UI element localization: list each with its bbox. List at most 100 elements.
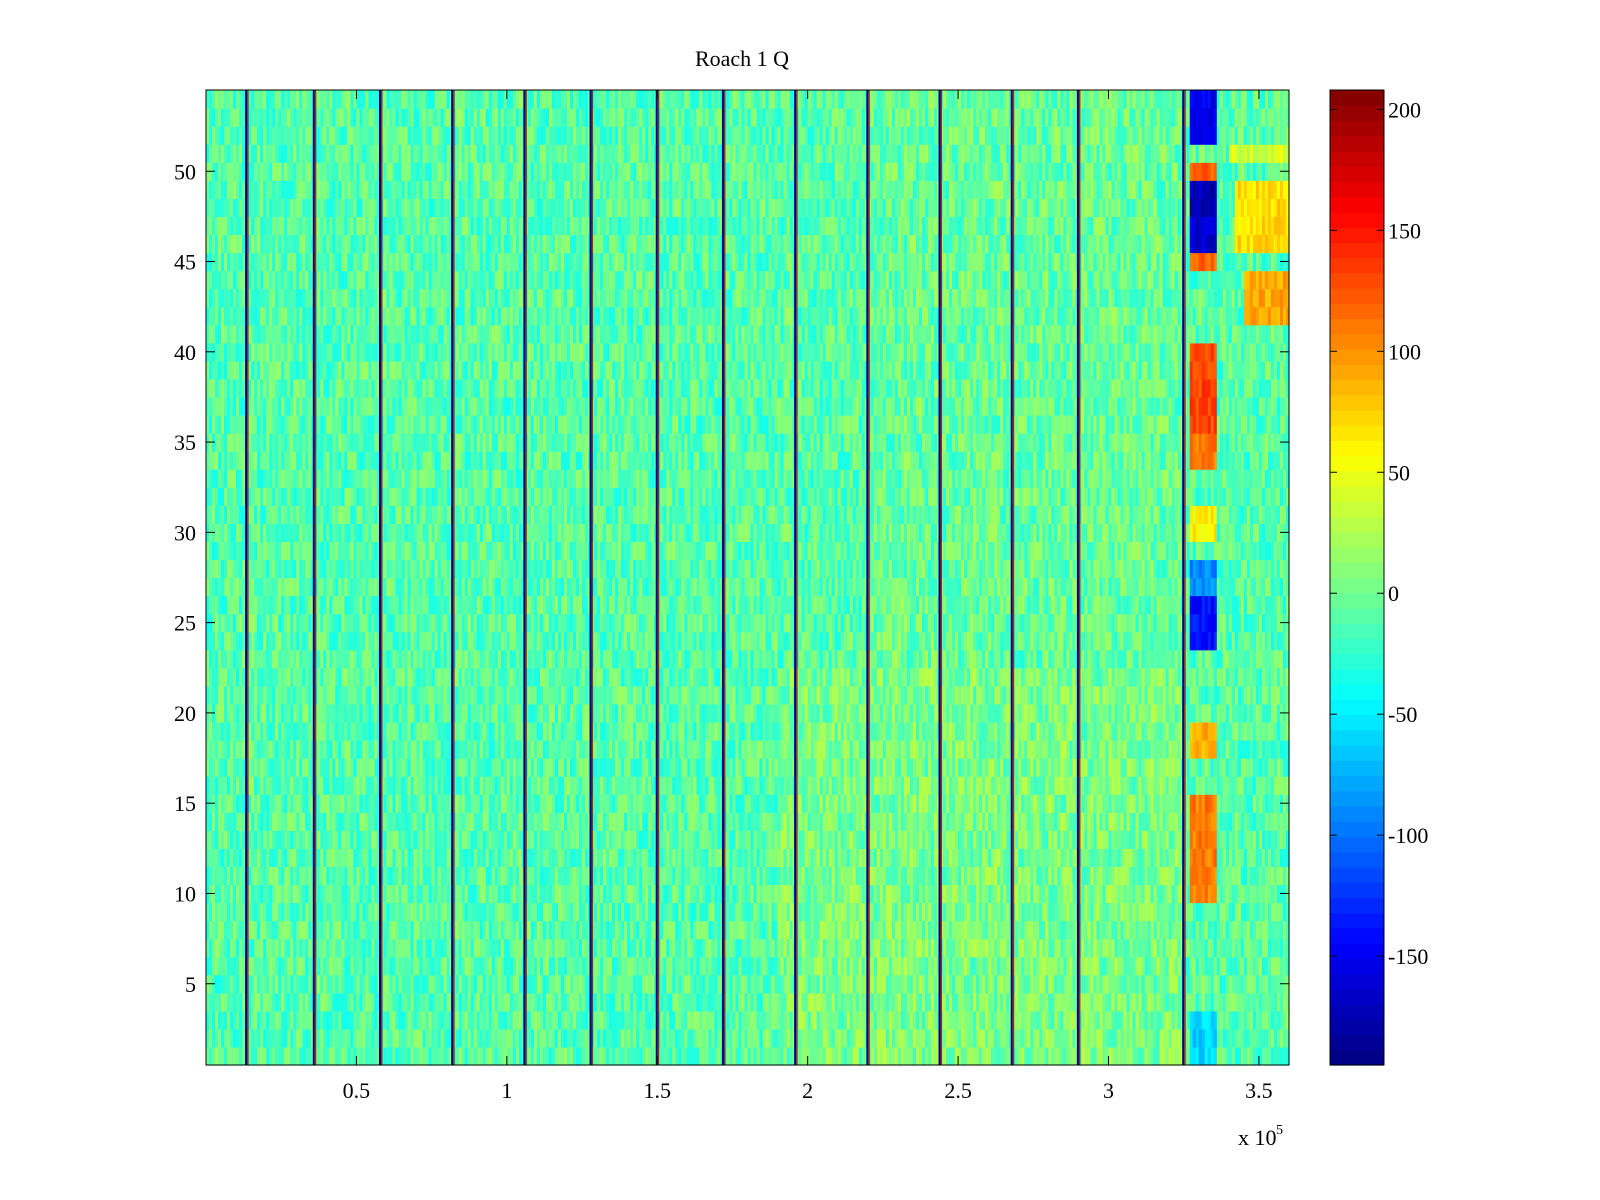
heatmap-cell xyxy=(660,956,664,976)
heatmap-cell xyxy=(1030,974,1034,994)
heatmap-cell xyxy=(530,1010,535,1030)
heatmap-cell xyxy=(693,1046,697,1066)
heatmap-cell xyxy=(642,956,646,976)
heatmap-cell xyxy=(711,956,716,976)
heatmap-cell xyxy=(299,1046,303,1066)
heatmap-cell xyxy=(227,1046,231,1066)
heatmap-cell xyxy=(551,974,556,994)
heatmap-cell xyxy=(964,1028,968,1048)
heatmap-cell xyxy=(1216,1010,1221,1030)
heatmap-cell xyxy=(383,956,388,976)
heatmap-cell xyxy=(518,974,523,994)
heatmap-cell xyxy=(825,1046,830,1066)
heatmap-cell xyxy=(425,1046,430,1066)
heatmap-cell xyxy=(747,992,752,1012)
heatmap-cell xyxy=(296,956,300,976)
heatmap-cell xyxy=(955,1028,959,1048)
heatmap-cell xyxy=(888,1010,893,1030)
heatmap-cell xyxy=(621,1010,625,1030)
heatmap-cell xyxy=(419,1028,424,1048)
heatmap-cell xyxy=(416,956,421,976)
heatmap-cell xyxy=(1255,992,1260,1012)
heatmap-cell xyxy=(518,938,523,958)
heatmap-cell xyxy=(961,992,965,1012)
heatmap-cell xyxy=(774,992,779,1012)
heatmap-cell xyxy=(236,1010,240,1030)
heatmap-cell xyxy=(359,974,364,994)
heatmap-cell xyxy=(843,1028,848,1048)
heatmap-cell xyxy=(1000,974,1004,994)
heatmap-cell xyxy=(849,1010,854,1030)
heatmap-cell xyxy=(329,974,333,994)
heatmap-cell xyxy=(1192,1028,1197,1048)
heatmap-cell xyxy=(488,938,493,958)
heatmap-cell xyxy=(1222,956,1227,976)
heatmap-cell xyxy=(1216,992,1221,1012)
heatmap-cell xyxy=(946,974,950,994)
heatmap-cell xyxy=(278,1010,282,1030)
heatmap-cell xyxy=(1111,1046,1116,1066)
heatmap-cell xyxy=(275,956,279,976)
heatmap-cell xyxy=(320,992,324,1012)
heatmap-cell xyxy=(762,992,767,1012)
heatmap-cell xyxy=(479,992,484,1012)
heatmap-cell xyxy=(594,1010,598,1030)
heatmap-cell xyxy=(879,1010,884,1030)
heatmap-cell xyxy=(798,956,803,976)
heatmap-cell xyxy=(230,992,234,1012)
heatmap-cell xyxy=(1093,974,1098,994)
heatmap-cell xyxy=(359,938,364,958)
heatmap-cell xyxy=(696,992,700,1012)
heatmap-cell xyxy=(1279,1046,1284,1066)
heatmap-cell xyxy=(1144,1028,1149,1048)
heatmap-cell xyxy=(1273,974,1278,994)
heatmap-cell xyxy=(1165,992,1170,1012)
heatmap-cell xyxy=(302,974,306,994)
heatmap-cell xyxy=(473,992,478,1012)
heatmap-cell xyxy=(470,1046,475,1066)
heatmap-cell xyxy=(209,938,213,958)
heatmap-cell xyxy=(1273,1046,1278,1066)
heatmap-cell xyxy=(669,956,673,976)
heatmap-cell xyxy=(813,956,818,976)
heatmap-cell xyxy=(900,1028,905,1048)
heatmap-cell xyxy=(476,938,481,958)
heatmap-cell xyxy=(395,1010,400,1030)
heatmap-cell xyxy=(660,1028,664,1048)
heatmap-cell xyxy=(461,1046,466,1066)
heatmap-cell xyxy=(789,1010,794,1030)
heatmap-cell xyxy=(1282,1010,1287,1030)
heatmap-cell xyxy=(687,1046,691,1066)
heatmap-cell xyxy=(344,1046,348,1066)
heatmap-cell xyxy=(542,938,547,958)
heatmap-cell xyxy=(924,1028,929,1048)
heatmap-cell xyxy=(1264,1046,1269,1066)
heatmap-cell xyxy=(539,1010,544,1030)
heatmap-cell xyxy=(810,1010,815,1030)
heatmap-cell xyxy=(233,1046,237,1066)
heatmap-cell xyxy=(392,992,397,1012)
heatmap-cell xyxy=(681,956,685,976)
heatmap-cell xyxy=(903,1010,908,1030)
heatmap-cell xyxy=(1132,1046,1137,1066)
heatmap-cell xyxy=(518,1010,523,1030)
heatmap-cell xyxy=(365,1010,370,1030)
heatmap-cell xyxy=(988,1028,992,1048)
heatmap-cell xyxy=(687,992,691,1012)
heatmap-cell xyxy=(828,1046,833,1066)
heatmap-cell xyxy=(1240,956,1245,976)
heatmap-cell xyxy=(870,956,875,976)
heatmap-cell xyxy=(434,992,439,1012)
heatmap-cell xyxy=(1000,992,1004,1012)
heatmap-cell xyxy=(389,1046,394,1066)
heatmap-cell xyxy=(335,1028,339,1048)
heatmap-cell xyxy=(1117,1028,1122,1048)
heatmap-cell xyxy=(1084,974,1089,994)
heatmap-cell xyxy=(585,1028,589,1048)
heatmap-cell xyxy=(350,1046,355,1066)
heatmap-cell xyxy=(807,1010,812,1030)
heatmap-cell xyxy=(308,1046,312,1066)
heatmap-cell xyxy=(341,1028,345,1048)
heatmap-cell xyxy=(266,938,270,958)
